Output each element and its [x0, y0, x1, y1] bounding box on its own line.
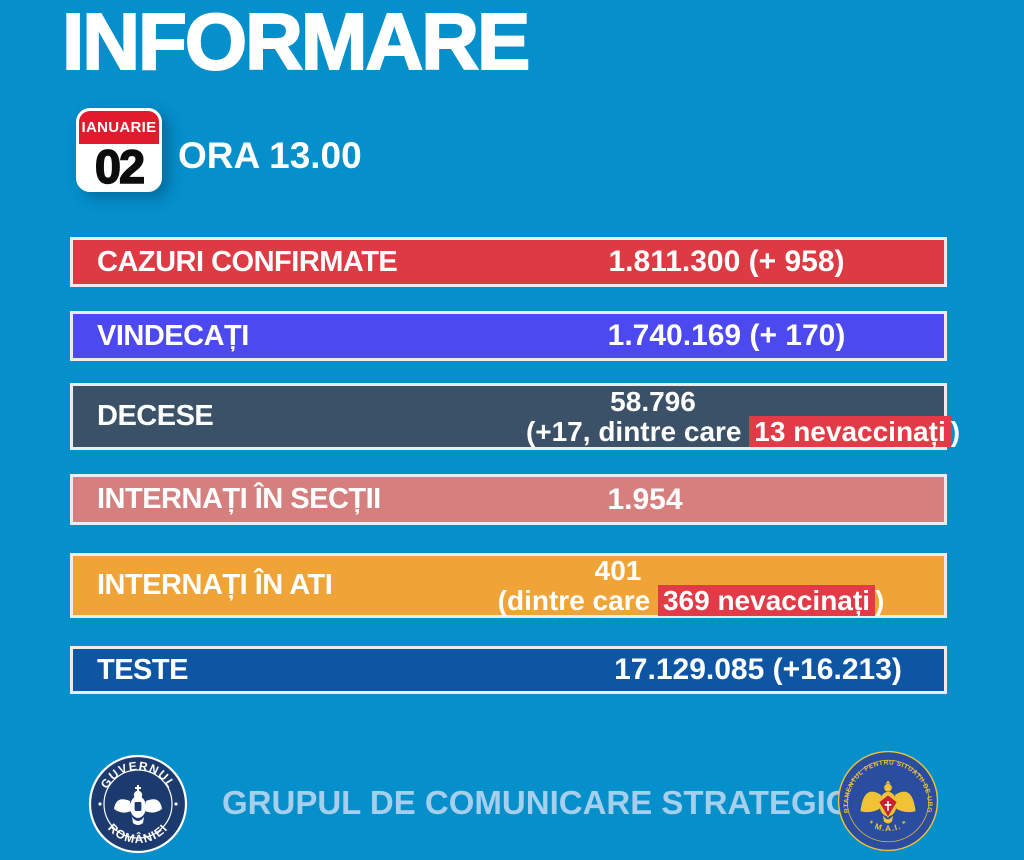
unvaccinated-highlight: 13 nevaccinați: [749, 416, 951, 447]
calendar-day-number: 02: [94, 140, 146, 192]
page-title: INFORMARE: [61, 0, 531, 86]
detail-suffix: ): [874, 585, 885, 616]
stat-bar-deaths: DECESE 58.796 (+17, dintre care 13 nevac…: [70, 383, 960, 450]
detail-prefix: (+17, dintre care: [525, 416, 750, 447]
detail-suffix: ): [950, 416, 961, 447]
detail-prefix: (dintre care: [497, 585, 658, 616]
dsu-emergency-department-seal-icon: DEPARTAMENTUL PENTRU SITUAȚII DE URGENȚĂ…: [837, 750, 939, 852]
stat-label: INTERNAȚI ÎN ATI: [97, 569, 333, 601]
svg-text:* M.A.I. *: * M.A.I. *: [867, 819, 910, 834]
romanian-government-seal-icon: GUVERNUL ROMÂNIEI: [88, 754, 188, 854]
stat-value-detail: (dintre care 369 nevaccinați): [446, 585, 936, 616]
gov-eagle-emblem-icon: [114, 785, 162, 825]
stat-value: 58.796: [610, 386, 696, 417]
footer-caption: GRUPUL DE COMUNICARE STRATEGICĂ: [222, 784, 874, 821]
stat-value: 401: [594, 555, 642, 586]
stat-label: VINDECAȚI: [97, 319, 249, 352]
report-time-label: ORA 13.00: [178, 135, 362, 176]
stat-label: TESTE: [97, 653, 188, 686]
stat-label: DECESE: [97, 400, 214, 432]
stat-value: 1.954: [607, 482, 683, 516]
stat-value-detail: (+17, dintre care 13 nevaccinați): [493, 416, 993, 447]
stat-bar-wards: INTERNAȚI ÎN SECȚII 1.954: [70, 474, 947, 525]
dsu-seal-bottom-text: * M.A.I. *: [867, 819, 908, 834]
calendar-date-icon: IANUARIE 02: [76, 108, 162, 192]
stat-bar-icu: INTERNAȚI ÎN ATI 401 (dintre care 369 ne…: [70, 553, 947, 618]
calendar-month-label: IANUARIE: [79, 111, 159, 144]
stat-label: INTERNAȚI ÎN SECȚII: [97, 483, 381, 515]
stat-bar-tests: TESTE 17.129.085 (+16.213): [70, 646, 947, 694]
stat-value: 1.740.169 (+ 170): [607, 319, 846, 352]
gov-shield-icon: [134, 802, 142, 811]
stat-bar-recovered: VINDECAȚI 1.740.169 (+ 170): [70, 311, 947, 361]
stat-value: 1.811.300 (+ 958): [608, 245, 845, 278]
dsu-eagle-emblem-icon: [860, 780, 916, 824]
stat-value: 17.129.085 (+16.213): [614, 653, 902, 686]
unvaccinated-highlight: 369 nevaccinați: [657, 585, 875, 616]
stat-bar-confirmed: CAZURI CONFIRMATE 1.811.300 (+ 958): [70, 237, 947, 287]
stat-label: CAZURI CONFIRMATE: [97, 245, 398, 278]
